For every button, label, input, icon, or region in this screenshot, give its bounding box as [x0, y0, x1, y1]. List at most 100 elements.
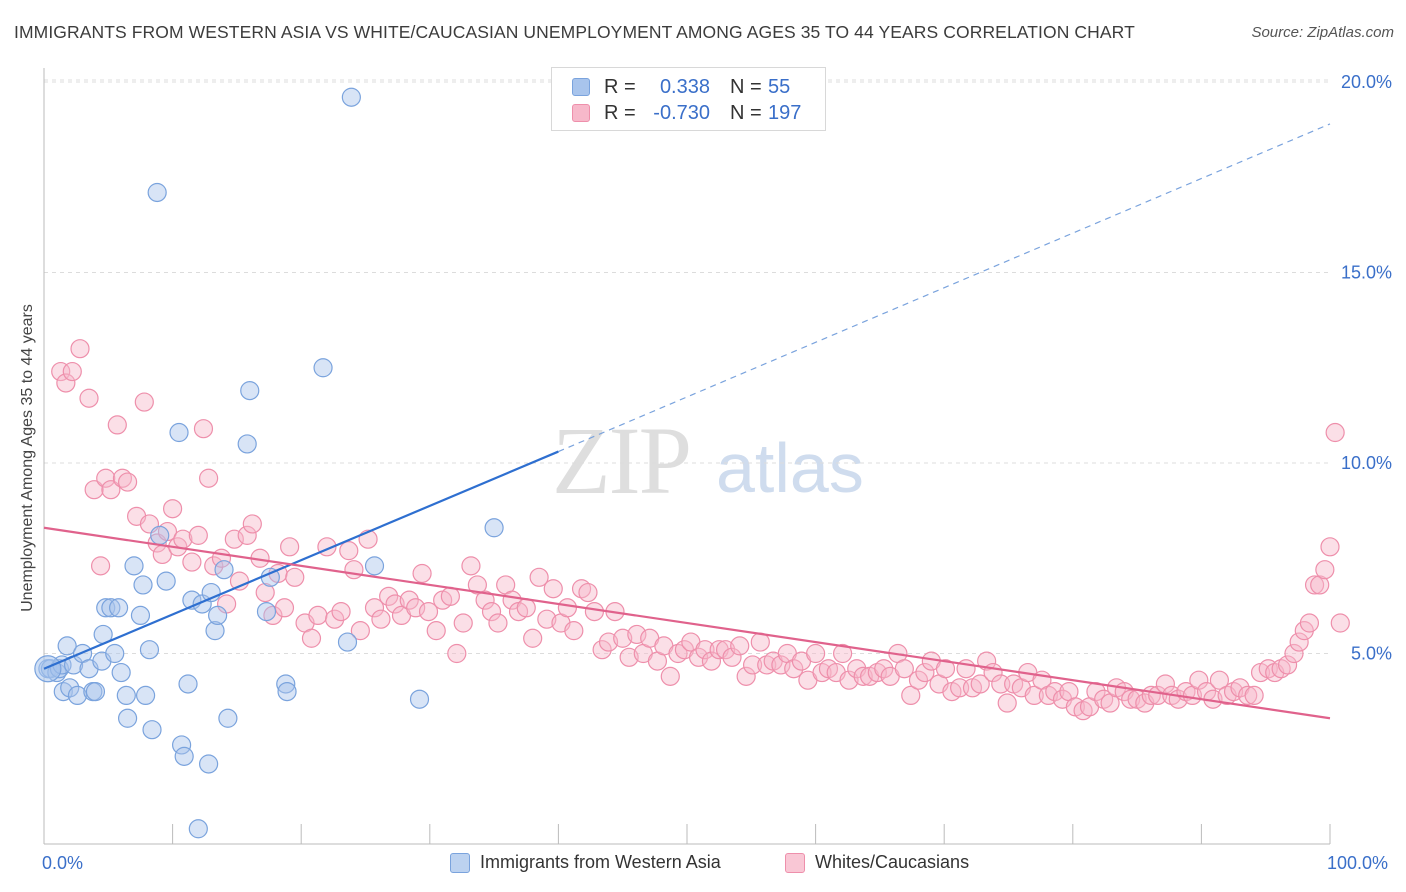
legend-row-western-asia: R = 0.338 N = 55	[572, 75, 790, 99]
point-western-asia	[67, 685, 88, 706]
point-western-asia	[108, 598, 129, 618]
point-whites	[117, 472, 138, 492]
point-whites	[771, 655, 791, 675]
point-whites	[543, 579, 563, 599]
point-whites	[481, 601, 502, 622]
source-label: Source: ZipAtlas.com	[1251, 24, 1394, 41]
point-whites	[613, 628, 633, 648]
point-whites	[285, 567, 305, 587]
point-whites	[598, 632, 619, 652]
trend-lines	[43, 123, 1331, 720]
point-whites	[660, 666, 680, 686]
data-points	[34, 87, 1350, 839]
point-whites	[280, 537, 300, 557]
point-western-asia	[105, 643, 125, 664]
point-western-asia	[111, 662, 131, 683]
x-tick-label-min: 0.0%	[42, 853, 84, 873]
y-tick-label: 5.0%	[1351, 644, 1392, 664]
point-whites	[453, 613, 473, 633]
point-whites	[237, 525, 257, 545]
point-western-asia	[147, 182, 167, 203]
y-tick-label: 15.0%	[1341, 263, 1392, 283]
legend-n-label: N =	[730, 75, 762, 98]
point-whites	[204, 556, 224, 576]
point-whites	[977, 651, 997, 671]
point-western-asia	[124, 556, 144, 576]
point-whites	[1325, 422, 1345, 443]
point-whites	[475, 590, 495, 610]
point-western-asia	[237, 434, 257, 454]
point-whites	[90, 556, 111, 576]
point-whites	[70, 339, 90, 359]
y-tick-label: 20.0%	[1341, 72, 1392, 92]
point-whites	[112, 468, 133, 488]
point-whites	[722, 647, 742, 667]
x-tick-label-max: 100.0%	[1327, 853, 1389, 873]
point-western-asia	[178, 674, 198, 694]
point-whites	[229, 571, 250, 591]
point-western-asia	[364, 556, 385, 576]
bottom-legend-swatch-blue	[450, 852, 470, 873]
point-whites	[715, 640, 736, 660]
point-whites	[56, 373, 76, 393]
legend-r-label: R =	[604, 75, 636, 98]
point-whites	[193, 419, 214, 439]
point-western-asia	[101, 598, 121, 618]
point-whites	[406, 598, 426, 618]
point-whites	[970, 674, 990, 694]
point-western-asia	[199, 754, 219, 774]
point-whites	[1045, 681, 1065, 702]
bottom-legend-western-asia: Immigrants from Western Asia	[450, 852, 721, 873]
point-whites	[371, 609, 391, 629]
bottom-legend-swatch-pink	[785, 852, 805, 873]
point-whites	[51, 361, 71, 382]
y-tick-label: 10.0%	[1341, 453, 1392, 473]
point-whites	[894, 659, 914, 679]
point-whites	[96, 468, 116, 488]
point-whites	[350, 621, 370, 641]
point-western-asia	[150, 525, 170, 545]
bottom-legend-label: Immigrants from Western Asia	[480, 852, 721, 872]
legend-row-whites: R = -0.730 N = 197	[572, 101, 801, 125]
point-whites	[107, 415, 127, 435]
point-whites	[1238, 685, 1258, 706]
point-western-asia	[188, 819, 208, 839]
point-western-asia	[172, 735, 192, 755]
point-western-asia	[60, 678, 80, 698]
point-whites	[742, 655, 763, 675]
point-whites	[399, 590, 419, 610]
point-whites	[344, 560, 364, 580]
point-whites	[1121, 689, 1141, 709]
point-whites	[557, 598, 578, 618]
point-western-asia	[256, 601, 277, 622]
point-whites	[242, 514, 262, 534]
legend-swatch-pink	[572, 104, 590, 122]
point-western-asia	[133, 575, 153, 595]
legend-n-value: 197	[768, 101, 802, 124]
point-whites	[1189, 670, 1209, 690]
point-whites	[79, 388, 99, 408]
trend-line-western-asia	[43, 450, 559, 670]
point-whites	[730, 636, 750, 656]
point-western-asia	[85, 681, 106, 702]
point-whites	[695, 640, 715, 660]
point-whites	[308, 605, 328, 626]
point-western-asia	[116, 685, 136, 706]
point-western-asia	[142, 720, 162, 740]
point-whites	[418, 601, 439, 622]
point-western-asia	[313, 358, 333, 378]
point-whites	[255, 582, 275, 603]
legend-r-label: R =	[604, 101, 636, 124]
point-western-asia	[484, 518, 504, 538]
point-whites	[529, 567, 549, 587]
point-western-asia	[34, 655, 62, 683]
point-western-asia	[208, 605, 228, 626]
point-whites	[1024, 685, 1044, 706]
watermark-atlas: atlas	[716, 429, 864, 507]
point-whites	[1209, 670, 1230, 690]
point-western-asia	[276, 674, 296, 694]
y-tick-labels: 5.0% 10.0% 15.0% 20.0%	[1341, 72, 1392, 664]
point-whites	[853, 666, 873, 686]
point-western-asia	[214, 560, 234, 580]
axes	[43, 68, 1331, 845]
